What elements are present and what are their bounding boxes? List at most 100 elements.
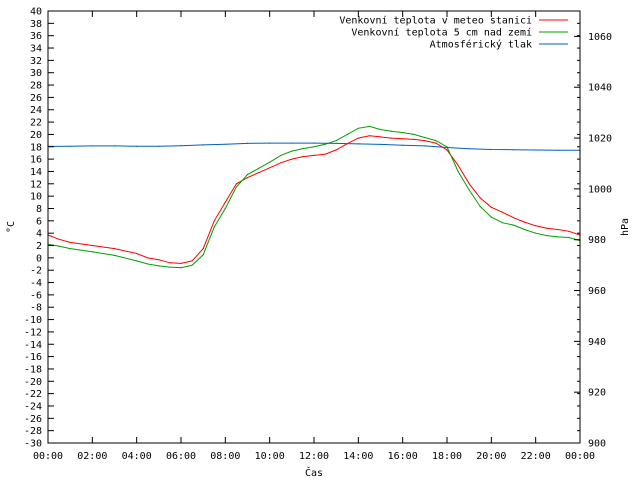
right-axis: 1060 1040 1020 1000 980 960 940 920 900 [574, 32, 612, 450]
y-tick-label: 12 [30, 179, 42, 190]
data-point [413, 133, 415, 135]
y-tick-label: -14 [24, 340, 42, 351]
data-point [191, 260, 193, 262]
legend-label-2: Atmosférický tlak [430, 39, 532, 51]
data-point [468, 183, 470, 185]
y2-axis-label: hPa [620, 218, 631, 236]
data-point [58, 238, 60, 240]
left-axis: 4038363432302826242220181614121086420-2-… [24, 7, 580, 450]
data-point [402, 132, 404, 134]
legend-label-1: Venkovní teplota 5 cm nad zemí [351, 27, 532, 39]
data-point [524, 228, 526, 231]
series-layer [47, 125, 581, 269]
y-tick-label: 28 [30, 81, 42, 92]
x-tick-label: 04:00 [122, 451, 152, 462]
y-tick-label: -10 [24, 315, 42, 326]
data-point [280, 154, 282, 156]
y-tick-label: -20 [24, 377, 42, 388]
data-point [302, 148, 304, 150]
data-point [368, 125, 370, 127]
data-point [524, 221, 526, 223]
data-point [402, 144, 404, 146]
data-point [213, 226, 215, 228]
data-point [147, 263, 149, 265]
data-point [568, 230, 570, 232]
data-point [413, 138, 415, 140]
y-tick-label: 38 [30, 19, 42, 30]
data-point [246, 177, 249, 179]
data-point [291, 150, 293, 152]
y-tick-label: 14 [30, 167, 42, 178]
data-point [224, 207, 226, 210]
data-point [280, 162, 282, 164]
y2-tick-label: 940 [588, 337, 606, 348]
data-point [213, 220, 215, 222]
data-point [535, 149, 537, 151]
y-tick-label: -24 [24, 401, 42, 412]
data-point [313, 142, 315, 144]
data-point [246, 142, 249, 144]
data-point [457, 164, 459, 166]
y-tick-label: 24 [30, 105, 42, 116]
data-point [512, 224, 515, 226]
series-line-1 [47, 125, 581, 269]
data-point [379, 128, 382, 131]
data-point [169, 262, 171, 264]
data-point [69, 248, 71, 250]
data-point [180, 267, 182, 269]
y2-tick-label: 960 [588, 286, 606, 297]
data-point [113, 145, 116, 147]
data-point [202, 248, 204, 250]
data-point [291, 142, 293, 144]
y-tick-label: -16 [24, 352, 42, 363]
data-point [113, 248, 116, 250]
data-point [269, 161, 271, 163]
y-tick-label: 34 [30, 44, 42, 55]
data-point [158, 145, 160, 147]
x-axis-label: Čas [305, 466, 323, 479]
y2-tick-label: 1060 [588, 32, 612, 43]
y2-tick-label: 920 [588, 388, 606, 399]
data-point [147, 257, 149, 259]
data-point [468, 189, 470, 191]
data-point [446, 149, 448, 151]
data-point [379, 136, 382, 138]
data-point [324, 153, 326, 155]
data-point [512, 217, 515, 219]
data-point [180, 145, 182, 147]
x-tick-label: 18:00 [432, 451, 462, 462]
y-tick-label: 40 [30, 7, 42, 18]
data-point [313, 146, 315, 148]
data-point [391, 130, 393, 132]
data-point [368, 135, 370, 137]
data-point [557, 228, 559, 231]
data-point [335, 142, 337, 144]
data-point [202, 144, 204, 146]
y-tick-label: 2 [36, 241, 42, 252]
y2-tick-label: 980 [588, 235, 606, 246]
data-point [435, 142, 437, 144]
data-point [258, 167, 260, 169]
x-tick-label: 10:00 [255, 451, 285, 462]
series-line-0 [47, 135, 581, 264]
y-tick-label: 20 [30, 130, 42, 141]
data-point [424, 140, 426, 142]
y-tick-label: 36 [30, 31, 42, 42]
legend-label-0: Venkovní teplota v meteo stanici [339, 15, 532, 27]
data-point [158, 259, 160, 261]
data-point [291, 158, 293, 160]
y-tick-label: 18 [30, 142, 42, 153]
data-point [202, 254, 204, 256]
y-tick-label: 6 [36, 216, 42, 227]
y-axis-label: °C [6, 221, 17, 233]
y-tick-label: 22 [30, 118, 42, 129]
y-tick-label: 32 [30, 56, 42, 67]
data-point [224, 201, 226, 203]
data-point [568, 236, 570, 239]
data-point [69, 145, 71, 147]
data-point [158, 265, 160, 267]
data-point [269, 142, 271, 144]
data-point [235, 183, 237, 185]
y-tick-label: -8 [30, 303, 42, 314]
